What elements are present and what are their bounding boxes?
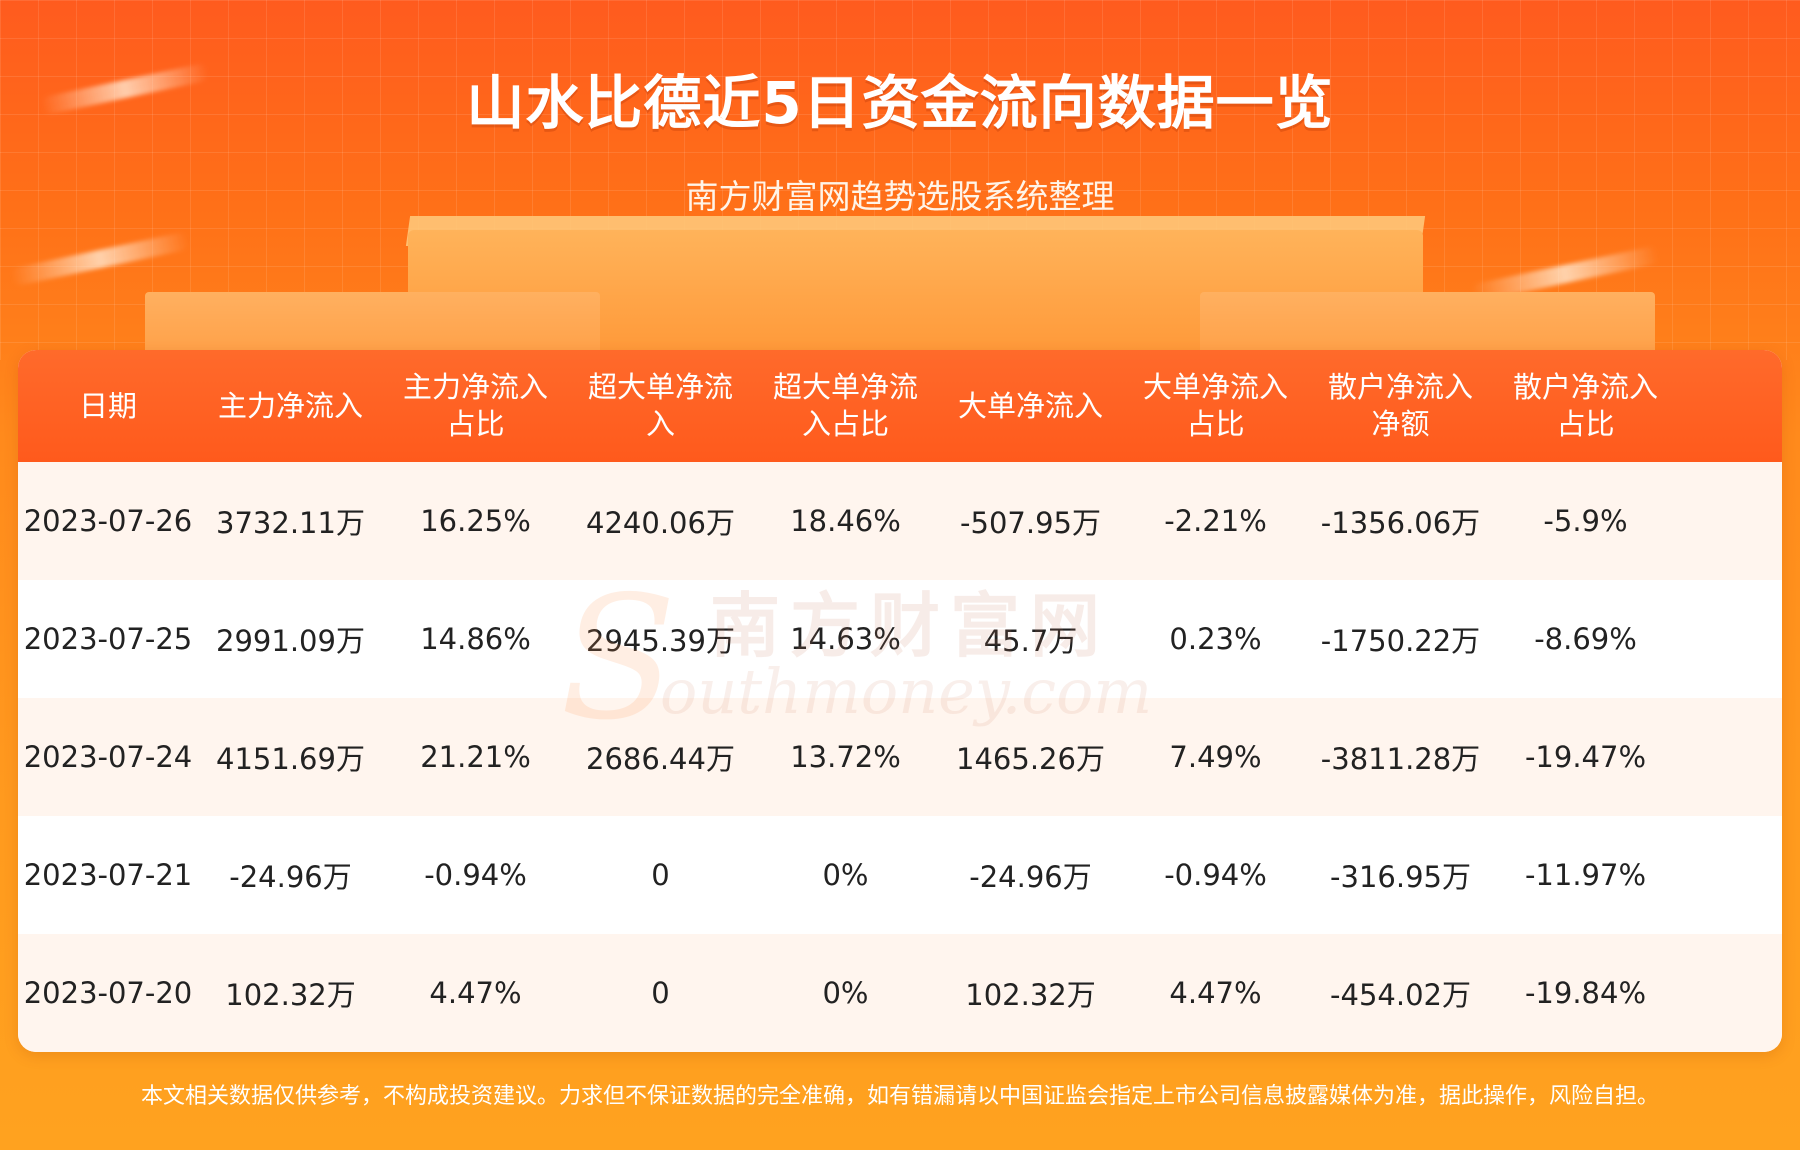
- cell-xl-inflow: 2686.44万: [586, 742, 735, 776]
- cell-xl-inflow: 4240.06万: [586, 506, 735, 540]
- cell-large-inflow: -24.96万: [969, 860, 1092, 894]
- cell-large-ratio: 4.47%: [1169, 976, 1262, 1010]
- cell-main-ratio: 16.25%: [420, 504, 531, 538]
- cell-xl-ratio: 18.46%: [790, 504, 901, 538]
- table-row: 2023-07-25 2991.09万 14.86% 2945.39万 14.63% 45…: [18, 580, 1782, 698]
- cell-large-ratio: -2.21%: [1164, 504, 1267, 538]
- page-subtitle: 南方财富网趋势选股系统整理: [685, 177, 1115, 216]
- cell-date: 2023-07-24: [23, 740, 193, 774]
- cell-main-ratio: -0.94%: [424, 858, 527, 892]
- column-header-large-ratio: 大单净流入 占比: [1142, 370, 1288, 441]
- cell-retail-amount: -1356.06万: [1320, 506, 1481, 540]
- cell-xl-ratio: 13.72%: [790, 740, 901, 774]
- cell-large-ratio: -0.94%: [1164, 858, 1267, 892]
- cell-xl-inflow: 0: [651, 976, 670, 1010]
- cell-main-inflow: 3732.11万: [216, 506, 365, 540]
- cell-large-inflow: 102.32万: [965, 978, 1096, 1012]
- cell-retail-amount: -454.02万: [1330, 978, 1471, 1012]
- column-header-retail-amount: 散户净流入 净额: [1327, 370, 1473, 441]
- cell-retail-ratio: -19.84%: [1524, 976, 1647, 1010]
- cell-retail-ratio: -11.97%: [1524, 858, 1647, 892]
- cell-xl-ratio: 14.63%: [790, 622, 901, 656]
- table-row: 2023-07-21 -24.96万 -0.94% 0 0% -24.96万 -0.94% -…: [18, 816, 1782, 934]
- column-header-xl-ratio: 超大单净流 入占比: [772, 370, 918, 441]
- column-header-retail-ratio: 散户净流入 占比: [1512, 370, 1658, 441]
- cell-large-inflow: 45.7万: [983, 624, 1078, 658]
- cell-main-inflow: 2991.09万: [216, 624, 365, 658]
- cell-main-inflow: 102.32万: [225, 978, 356, 1012]
- cell-date: 2023-07-25: [23, 622, 193, 656]
- column-header-main-inflow: 主力净流入: [217, 388, 363, 423]
- cell-date: 2023-07-21: [23, 858, 193, 892]
- column-header-xl-inflow: 超大单净流入: [587, 370, 733, 441]
- cell-retail-ratio: -5.9%: [1543, 504, 1628, 538]
- cell-xl-inflow: 2945.39万: [586, 624, 735, 658]
- cell-retail-amount: -316.95万: [1330, 860, 1471, 894]
- cell-retail-amount: -1750.22万: [1320, 624, 1481, 658]
- column-header-main-ratio: 主力净流入 占比: [402, 370, 548, 441]
- cell-main-ratio: 21.21%: [420, 740, 531, 774]
- cell-main-ratio: 14.86%: [420, 622, 531, 656]
- cell-xl-ratio: 0%: [822, 858, 869, 892]
- cell-main-ratio: 4.47%: [429, 976, 522, 1010]
- table-row: 2023-07-26 3732.11万 16.25% 4240.06万 18.46% -5…: [18, 462, 1782, 580]
- cell-date: 2023-07-20: [23, 976, 193, 1010]
- cell-retail-ratio: -19.47%: [1524, 740, 1647, 774]
- table-row: 2023-07-20 102.32万 4.47% 0 0% 102.32万 4.47% -45…: [18, 934, 1782, 1052]
- cell-retail-ratio: -8.69%: [1534, 622, 1637, 656]
- cell-date: 2023-07-26: [23, 504, 193, 538]
- page-title: 山水比德近5日资金流向数据一览: [466, 69, 1334, 137]
- cell-large-ratio: 7.49%: [1169, 740, 1262, 774]
- cell-xl-ratio: 0%: [822, 976, 869, 1010]
- table-row: 2023-07-24 4151.69万 21.21% 2686.44万 13.72% 14…: [18, 698, 1782, 816]
- cell-xl-inflow: 0: [651, 858, 670, 892]
- cell-large-inflow: -507.95万: [960, 506, 1101, 540]
- cell-large-ratio: 0.23%: [1169, 622, 1262, 656]
- cell-main-inflow: 4151.69万: [216, 742, 365, 776]
- table-header: 日期 主力净流入 主力净流入 占比 超大单净流入 超大单净流 入占比 大单净流入 大…: [18, 350, 1782, 462]
- disclaimer: 本文相关数据仅供参考，不构成投资建议。力求但不保证数据的完全准确，如有错漏请以中…: [140, 1084, 1659, 1109]
- cell-large-inflow: 1465.26万: [956, 742, 1105, 776]
- fund-flow-table: 日期 主力净流入 主力净流入 占比 超大单净流入 超大单净流 入占比 大单净流入 大…: [18, 350, 1782, 1052]
- column-header-date: 日期: [78, 388, 137, 423]
- column-header-large-inflow: 大单净流入: [957, 388, 1103, 423]
- cell-retail-amount: -3811.28万: [1320, 742, 1481, 776]
- cell-main-inflow: -24.96万: [229, 860, 352, 894]
